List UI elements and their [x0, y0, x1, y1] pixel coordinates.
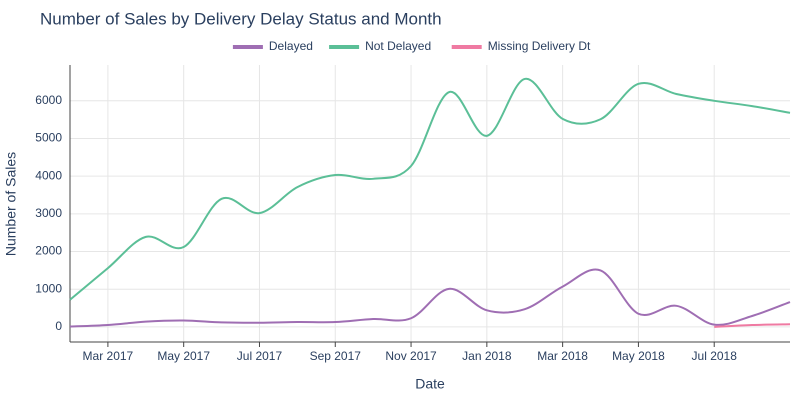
x-tick-label: Jan 2018 — [462, 349, 512, 363]
y-axis-title: Number of Sales — [3, 152, 19, 256]
y-tick-label: 4000 — [35, 168, 62, 182]
y-tick-label: 1000 — [35, 281, 62, 295]
x-tick-label: Nov 2017 — [385, 349, 437, 363]
x-tick-label: Jul 2018 — [692, 349, 738, 363]
line-series — [69, 268, 791, 328]
x-tick-label: May 2018 — [612, 349, 665, 363]
legend-label: Not Delayed — [365, 39, 431, 53]
x-tick-label: May 2017 — [157, 349, 210, 363]
y-tick-label: 5000 — [35, 131, 62, 145]
legend-label: Missing Delivery Dt — [488, 39, 591, 53]
x-tick-label: Mar 2017 — [83, 349, 134, 363]
y-tick-label: 6000 — [35, 93, 62, 107]
line-series — [714, 323, 791, 328]
chart-title: Number of Sales by Delivery Delay Status… — [40, 9, 442, 28]
y-tick-label: 3000 — [35, 206, 62, 220]
x-axis-title: Date — [415, 376, 445, 392]
x-tick-label: Sep 2017 — [310, 349, 362, 363]
x-tick-label: Mar 2018 — [537, 349, 588, 363]
x-tick-label: Jul 2017 — [237, 349, 283, 363]
legend-label: Delayed — [269, 39, 313, 53]
y-tick-label: 0 — [55, 319, 62, 333]
y-tick-label: 2000 — [35, 244, 62, 258]
line-series — [69, 77, 791, 301]
